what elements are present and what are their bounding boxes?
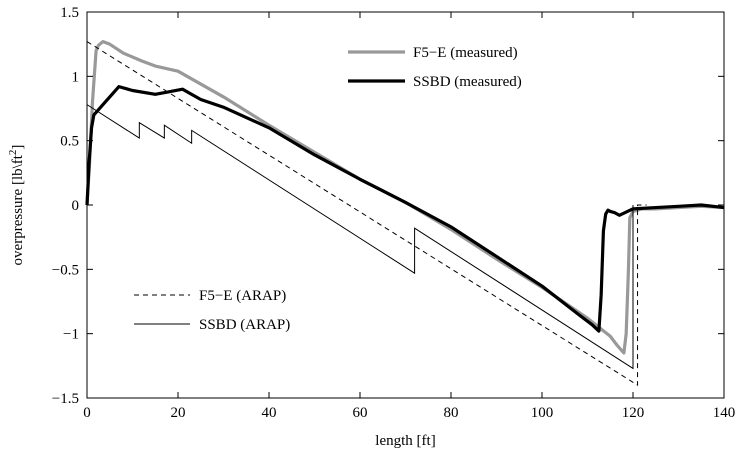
y-axis-label-sup: 2 [7,150,19,156]
series-layer [85,39,725,387]
x-tick-label: 20 [171,405,186,421]
legend-label-ssbd-arap: SSBD (ARAP) [199,317,290,333]
y-axis-label-text: overpressure [lb\ft [10,154,26,265]
x-tick-label: 100 [531,405,554,421]
x-axis-label: length [ft] [375,433,435,449]
y-tick-label: −0.5 [52,262,79,278]
y-tick-label: 1 [72,69,80,85]
series-line-ssbd-arap [86,104,634,370]
x-tick-label: 40 [262,405,277,421]
legend-lower: F5−E (ARAP) SSBD (ARAP) [134,288,290,333]
legend-upper: F5−E (measured) SSBD (measured) [348,45,522,90]
x-tick-label: 140 [713,405,736,421]
legend-label-f5e-arap: F5−E (ARAP) [199,288,286,304]
y-tick-label: 1.5 [60,5,79,21]
x-tick-label: 0 [83,405,91,421]
series-line-f5e-arap [86,41,647,387]
ticks-layer: 0 20 40 60 80 100 120 140 −1.5 −1 −0.5 0 0.5 1 1.5 [52,5,735,421]
legend-label-f5e-measured: F5−E (measured) [413,45,518,61]
series-line-ssbd-measured [85,85,725,333]
x-tick-label: 60 [353,405,368,421]
y-axis-label-end: ] [10,145,26,150]
plot-frame [86,11,725,399]
x-tick-label: 120 [622,405,645,421]
y-tick-label: −1 [63,327,79,343]
y-tick-label: 0 [72,198,80,214]
legend-label-ssbd-measured: SSBD (measured) [413,74,522,90]
y-tick-label: 0.5 [60,134,79,150]
y-axis-label: overpressure [lb\ft2] [7,145,26,266]
y-tick-label: −1.5 [52,391,79,407]
x-tick-label: 80 [444,405,459,421]
